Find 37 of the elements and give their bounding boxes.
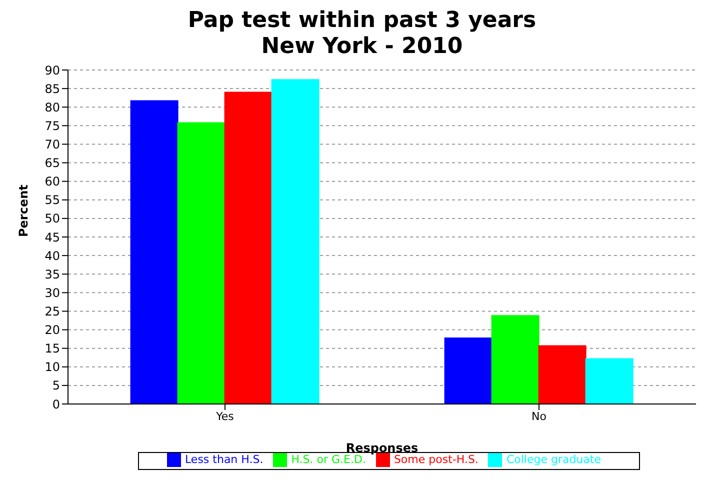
y-tick-label: 70 <box>44 137 60 152</box>
x-axis-title: Responses <box>346 441 418 455</box>
bar <box>491 315 540 404</box>
bar <box>177 122 226 404</box>
y-tick-label: 55 <box>44 193 60 208</box>
y-tick-label: 50 <box>44 212 60 226</box>
bar <box>538 345 586 404</box>
bar <box>130 100 178 404</box>
legend-label: Some post-H.S. <box>394 453 478 466</box>
bar <box>585 358 634 404</box>
y-tick-label: 10 <box>44 360 60 374</box>
y-tick-label: 15 <box>44 342 60 356</box>
chart-subtitle: New York - 2010 <box>260 34 464 60</box>
y-tick-label: 65 <box>44 156 60 170</box>
y-tick-label: 35 <box>44 267 60 282</box>
y-tick-label: 80 <box>44 100 60 114</box>
legend-label: Less than H.S. <box>185 453 264 466</box>
y-tick-label: 45 <box>44 230 60 244</box>
y-tick-label: 40 <box>44 248 60 263</box>
y-tick-label: 75 <box>44 118 60 133</box>
y-tick-label: 60 <box>44 174 60 189</box>
bar <box>224 92 272 404</box>
bar <box>271 79 320 404</box>
y-tick-label: 5 <box>52 378 60 393</box>
bar <box>444 337 492 404</box>
y-tick-label: 20 <box>44 323 60 338</box>
legend-label: H.S. or G.E.D. <box>291 453 366 466</box>
y-tick-label: 30 <box>44 286 60 300</box>
y-tick-label: 85 <box>44 82 60 96</box>
x-tick-label: No <box>532 410 547 423</box>
y-tick-label: 90 <box>44 63 60 78</box>
y-axis-title: Percent <box>16 184 30 237</box>
chart-title: Pap test within past 3 years <box>186 8 538 34</box>
y-tick-label: 0 <box>52 397 60 412</box>
x-tick-label: Yes <box>215 410 234 423</box>
legend-label: College graduate <box>506 453 601 466</box>
y-tick-label: 25 <box>44 304 60 318</box>
